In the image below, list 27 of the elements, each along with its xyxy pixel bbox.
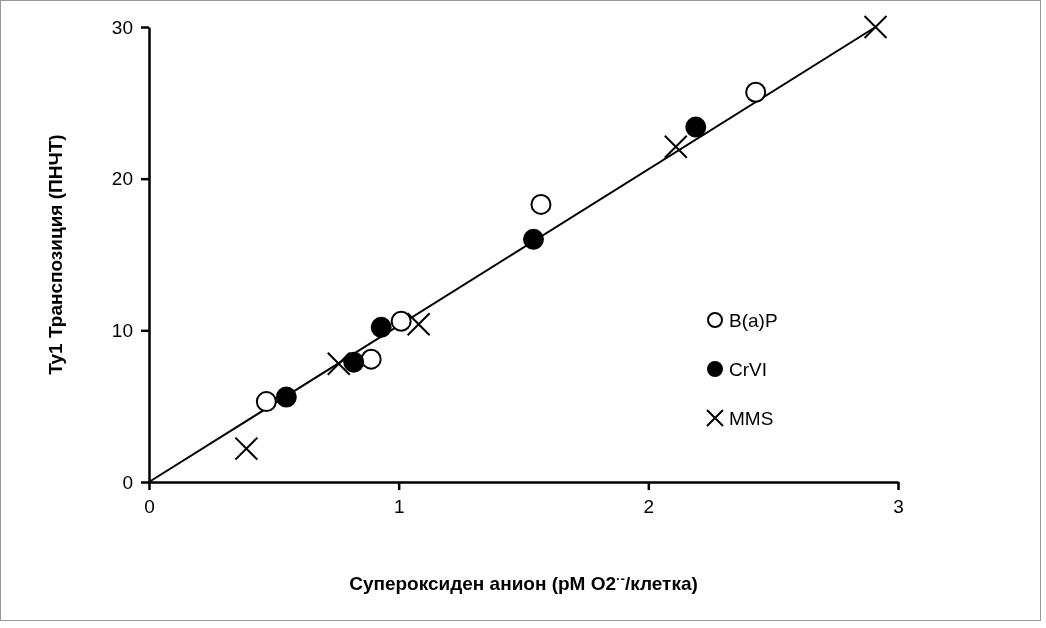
y-tick-label: 0	[122, 471, 133, 493]
point	[275, 386, 297, 408]
point	[326, 351, 351, 376]
point	[406, 312, 431, 337]
y-tick-label: 20	[111, 168, 133, 190]
point	[522, 228, 544, 250]
point	[234, 436, 259, 461]
x-tick-label: 3	[893, 496, 904, 518]
x-tick-label: 1	[393, 496, 405, 518]
x-tick-label: 2	[643, 496, 655, 518]
point	[255, 391, 277, 413]
x-tick-label: 0	[144, 496, 155, 518]
point	[370, 316, 392, 338]
point	[663, 134, 688, 159]
legend-label: MMS	[729, 407, 774, 429]
point	[390, 310, 412, 332]
point	[530, 193, 552, 215]
legend-label: CrVI	[729, 358, 767, 380]
point	[685, 116, 707, 138]
y-tick-label: 30	[111, 16, 133, 38]
point	[360, 348, 382, 370]
point	[343, 351, 365, 373]
y-axis-title: Ty1 Транспозиция (ПНЧТ)	[45, 134, 66, 375]
y-tick-label: 10	[111, 319, 133, 341]
legend-label: B(a)P	[729, 309, 778, 331]
x-axis-title: Супероксиден анион (pM O2$^{·-}$/клетка)	[349, 570, 698, 594]
point	[745, 81, 767, 103]
